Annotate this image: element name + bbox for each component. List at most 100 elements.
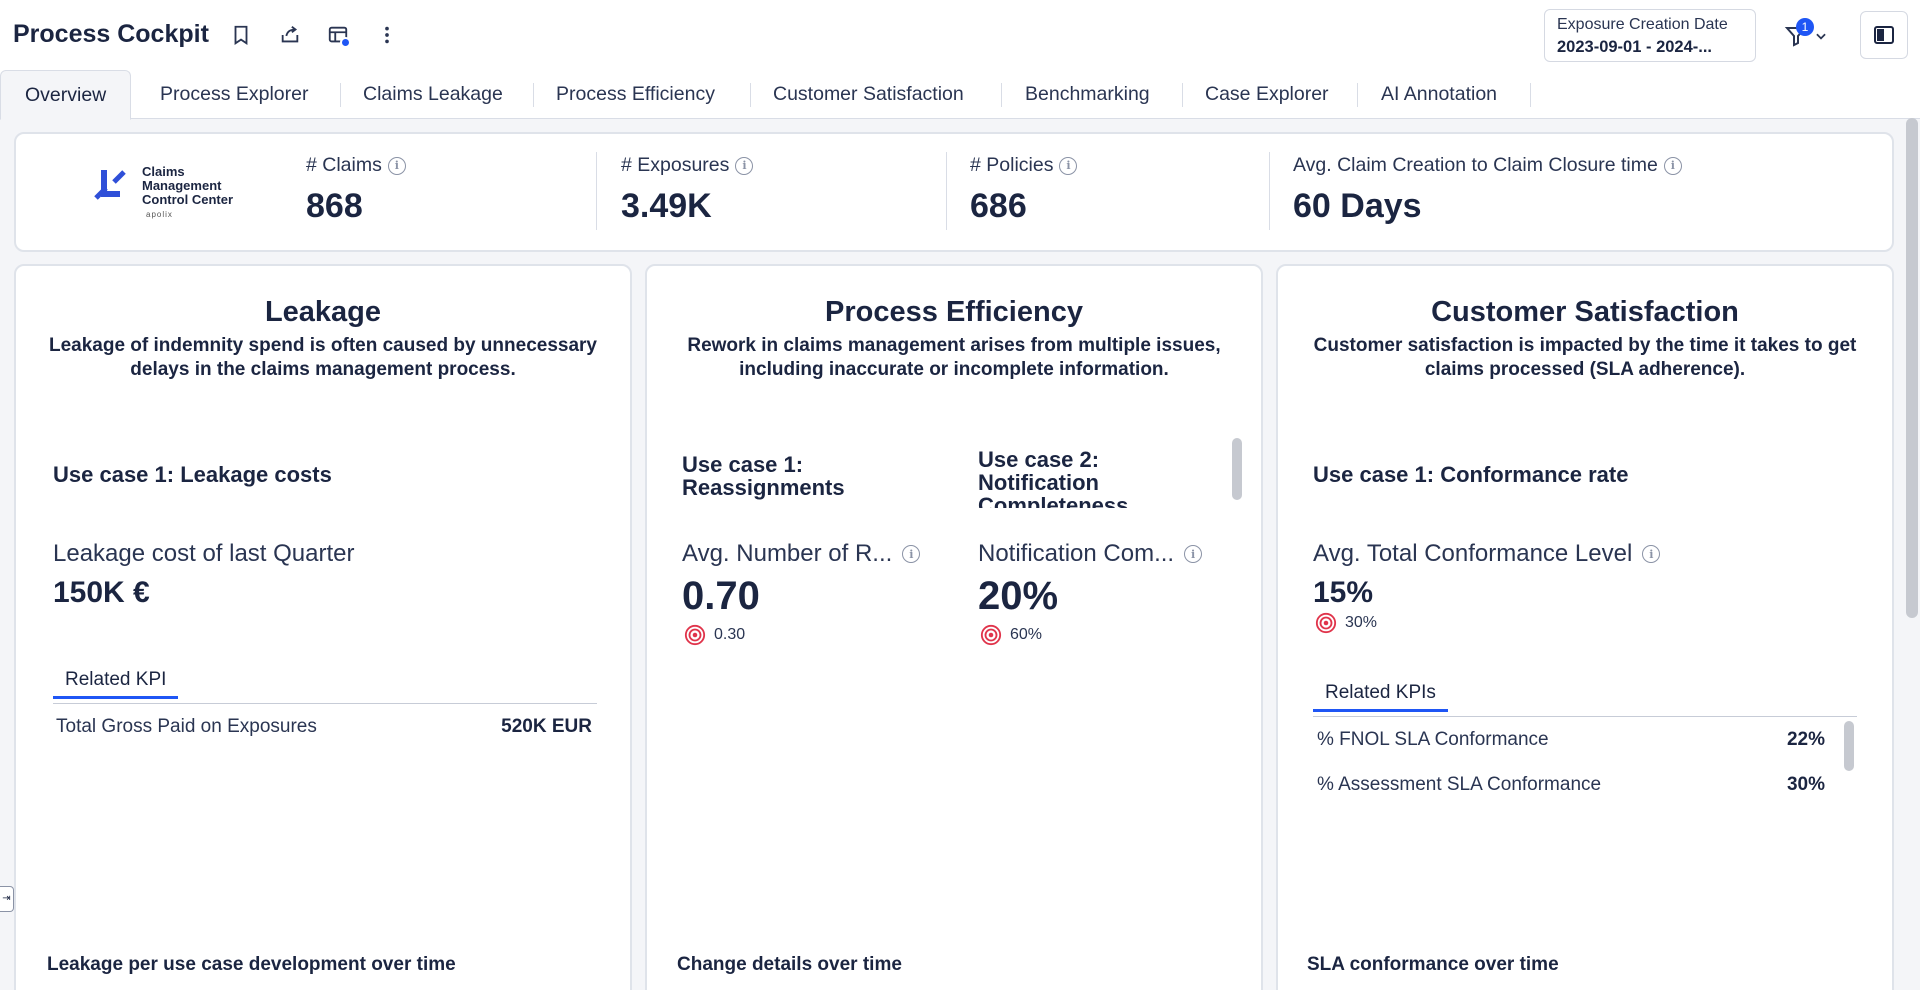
card-description: Customer satisfaction is impacted by the…: [1313, 335, 1857, 380]
metric-value: 15%: [1313, 576, 1374, 609]
info-icon[interactable]: i: [387, 156, 406, 175]
card-description: Rework in claims management arises from …: [687, 335, 1221, 380]
use-case-title: Use case 1: Leakage costs: [53, 462, 332, 487]
section-title: Leakage per use case development over ti…: [47, 954, 456, 975]
filter-button[interactable]: 1: [1780, 18, 1832, 50]
info-icon[interactable]: i: [1059, 156, 1078, 175]
claims-center-logo: Claims Management Control Center apolix: [78, 162, 238, 226]
more-vertical-icon[interactable]: [372, 20, 402, 50]
date-filter-label: Exposure Creation Date: [1557, 16, 1728, 33]
use-case-title: Use case 2: Notification Completeness: [978, 448, 1129, 508]
info-icon[interactable]: i: [1663, 156, 1682, 175]
kpi-policies: # Policies i 686: [970, 154, 1078, 226]
use-case-title: Use case 1: Reassignments: [682, 452, 845, 500]
tab-related-kpi[interactable]: Related KPI: [53, 665, 179, 699]
exposure-date-filter[interactable]: Exposure Creation Date 2023-09-01 - 2024…: [1544, 9, 1756, 62]
kpi-row: % Assessment SLA Conformance 30%: [1317, 774, 1825, 796]
kpi-label: Avg. Claim Creation to Claim Closure tim…: [1293, 154, 1658, 176]
filter-count-badge: 1: [1796, 18, 1814, 36]
card-title: Leakage: [264, 296, 382, 328]
logo-text: Claims Management Control Center: [142, 164, 233, 207]
kpi-row-label: % FNOL SLA Conformance: [1317, 729, 1549, 750]
tab-claims-leakage[interactable]: Claims Leakage: [363, 83, 503, 105]
page-scrollbar[interactable]: [1906, 118, 1918, 618]
chevron-down-icon: [1816, 33, 1826, 40]
target-value: 60%: [1010, 626, 1043, 643]
tab-divider: [340, 83, 341, 107]
page-title: Process Cockpit: [13, 20, 209, 48]
bookmark-icon[interactable]: [226, 20, 256, 50]
scrollbar[interactable]: [1232, 438, 1242, 500]
expand-sidebar-handle[interactable]: ⇥: [0, 886, 14, 912]
top-header: Process Cockpit Exposure Creation Date 2…: [0, 0, 1920, 70]
card-title: Process Efficiency: [825, 296, 1083, 328]
metric-value: 0.70: [682, 574, 760, 618]
tab-divider: [1001, 83, 1002, 107]
kpi-divider: [1269, 152, 1270, 230]
side-panel-toggle[interactable]: [1860, 11, 1908, 59]
tab-process-explorer[interactable]: Process Explorer: [160, 83, 309, 105]
tab-benchmarking[interactable]: Benchmarking: [1025, 83, 1150, 105]
card-title: Customer Satisfaction: [1431, 296, 1739, 328]
tab-overview[interactable]: Overview: [0, 70, 132, 120]
section-title: Change details over time: [677, 954, 902, 975]
tab-related-kpis[interactable]: Related KPIs: [1313, 678, 1448, 712]
scrollbar[interactable]: [1844, 721, 1854, 771]
metric-label: Notification Com... i: [978, 540, 1203, 568]
kpi-row-value: 22%: [1786, 729, 1825, 750]
sidebar-panel-icon: [1874, 26, 1894, 44]
kpi-value: 868: [306, 187, 363, 225]
process-efficiency-card: Process Efficiency Rework in claims mana…: [645, 264, 1263, 990]
tab-process-efficiency[interactable]: Process Efficiency: [556, 83, 715, 105]
tab-customer-satisfaction[interactable]: Customer Satisfaction: [773, 83, 964, 105]
tab-case-explorer[interactable]: Case Explorer: [1205, 83, 1329, 105]
kpi-divider: [946, 152, 947, 230]
metric-value: 20%: [978, 574, 1059, 618]
kpi-label: # Exposures: [621, 154, 730, 176]
kpi-row-value: 520K EUR: [501, 716, 592, 737]
tab-divider: [1182, 83, 1183, 107]
kpi-row: Total Gross Paid on Exposures 520K EUR: [56, 716, 592, 738]
dashboard-icon[interactable]: [323, 20, 353, 50]
share-icon[interactable]: [275, 20, 305, 50]
kpi-claims: # Claims i 868: [306, 154, 406, 226]
info-icon[interactable]: i: [1184, 545, 1203, 563]
info-icon[interactable]: i: [735, 156, 754, 175]
logo-mark-icon: [94, 170, 126, 200]
metric-label: Leakage cost of last Quarter: [53, 540, 355, 567]
kpi-value: 686: [970, 187, 1027, 225]
kpi-label: # Claims: [306, 154, 382, 176]
tab-divider: [750, 83, 751, 107]
tab-divider: [1530, 83, 1531, 107]
target: 30%: [1315, 612, 1377, 634]
kpi-exposures: # Exposures i 3.49K: [621, 154, 754, 226]
kpi-value: 3.49K: [621, 187, 712, 225]
kpi-row: % FNOL SLA Conformance 22%: [1317, 729, 1825, 751]
logo-subtext: apolix: [146, 210, 173, 219]
info-icon[interactable]: i: [902, 545, 921, 563]
target-icon: [980, 624, 1002, 646]
target-icon: [1315, 612, 1337, 634]
notification-dot: [340, 37, 351, 48]
tab-ai-annotation[interactable]: AI Annotation: [1381, 83, 1498, 105]
metric-label: Avg. Number of R... i: [682, 540, 921, 568]
target: 60%: [980, 624, 1042, 646]
kpi-value: 60 Days: [1293, 187, 1422, 225]
divider: [1313, 716, 1857, 717]
metric-value: 150K €: [53, 576, 150, 609]
target-icon: [684, 624, 706, 646]
kpi-row-value: 30%: [1786, 774, 1825, 795]
tab-bar: Overview Process Explorer Claims Leakage…: [0, 70, 1920, 120]
divider: [53, 703, 597, 704]
tab-divider: [533, 83, 534, 107]
kpi-row-label: % Assessment SLA Conformance: [1317, 774, 1602, 795]
metric-label: Avg. Total Conformance Level i: [1313, 540, 1661, 568]
kpi-row-label: Total Gross Paid on Exposures: [56, 716, 317, 737]
kpi-label: # Policies: [970, 154, 1054, 176]
target-value: 30%: [1345, 614, 1378, 631]
kpi-divider: [596, 152, 597, 230]
info-icon[interactable]: i: [1642, 545, 1661, 563]
tab-divider: [1357, 83, 1358, 107]
leakage-card: Leakage Leakage of indemnity spend is of…: [14, 264, 632, 990]
section-title: SLA conformance over time: [1307, 954, 1559, 975]
